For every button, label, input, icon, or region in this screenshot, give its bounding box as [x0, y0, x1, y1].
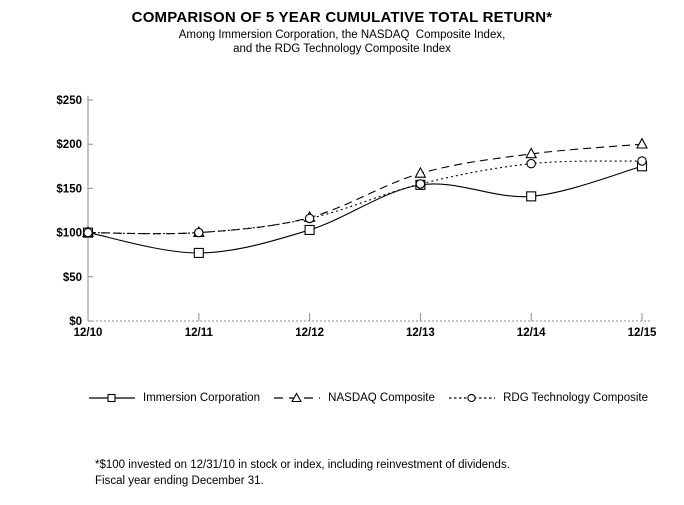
legend-label-immersion-corporation: Immersion Corporation — [143, 392, 260, 404]
dashed-line-triangle-marker-icon — [274, 392, 321, 403]
chart-title: COMPARISON OF 5 YEAR CUMULATIVE TOTAL RE… — [131, 9, 553, 26]
series-line-immersion-corporation — [87, 165, 643, 254]
circle-marker — [415, 179, 426, 189]
dotted-line-circle-marker-icon — [449, 393, 496, 403]
series-line-nasdaq-composite — [87, 143, 643, 235]
square-marker — [526, 191, 537, 202]
x-tick-label: 12/11 — [185, 327, 214, 339]
series-nasdaq-composite — [82, 137, 648, 237]
legend-label-nasdaq-composite: NASDAQ Composite — [328, 392, 435, 404]
circle-marker — [526, 158, 536, 169]
circle-marker — [83, 227, 93, 238]
x-tick-label: 12/15 — [628, 327, 657, 339]
footnote-line2: Fiscal year ending December 31. — [95, 475, 264, 487]
legend-item-immersion-corporation: Immersion Corporation — [88, 392, 260, 404]
circle-marker — [637, 156, 647, 166]
series-immersion-corporation — [82, 161, 648, 258]
triangle-marker — [525, 147, 538, 159]
x-tick-label: 12/12 — [295, 327, 324, 339]
x-axis-ticks: 12/10 12/11 12/12 12/13 12/14 12/15 — [74, 313, 657, 339]
y-tick-label: $50 — [63, 272, 82, 284]
legend-item-nasdaq-composite: NASDAQ Composite — [273, 392, 435, 404]
x-tick-label: 12/14 — [517, 327, 546, 339]
y-axis-ticks: $0 $50 $100 $150 $200 $250 — [56, 95, 93, 328]
legend-item-rdg-technology-composite: RDG Technology Composite — [448, 392, 648, 404]
triangle-marker — [636, 137, 648, 149]
y-tick-label: $250 — [56, 95, 82, 107]
axes — [87, 96, 650, 322]
chart-legend: Immersion Corporation NASDAQ Composite R… — [88, 392, 648, 404]
square-marker — [193, 247, 204, 258]
series-rdg-technology-composite — [83, 156, 647, 238]
y-tick-label: $200 — [56, 139, 82, 151]
chart-subtitle-line1: Among Immersion Corporation, the NASDAQ … — [178, 29, 506, 41]
legend-label-rdg-technology-composite: RDG Technology Composite — [503, 392, 648, 404]
solid-line-square-marker-icon — [89, 393, 135, 403]
y-tick-label: $0 — [69, 316, 82, 328]
y-tick-label: $100 — [56, 228, 82, 240]
footnote-line1: *$100 invested on 12/31/10 in stock or i… — [95, 459, 510, 471]
circle-marker — [194, 227, 204, 238]
triangle-marker — [414, 166, 427, 178]
square-marker — [304, 224, 315, 235]
x-tick-label: 12/10 — [74, 327, 103, 339]
y-tick-label: $150 — [56, 183, 82, 195]
chart-subtitle-line2: and the RDG Technology Composite Index — [233, 43, 451, 55]
series-line-rdg-technology-composite — [87, 160, 643, 235]
circle-marker — [304, 213, 315, 224]
x-tick-label: 12/13 — [406, 327, 435, 339]
